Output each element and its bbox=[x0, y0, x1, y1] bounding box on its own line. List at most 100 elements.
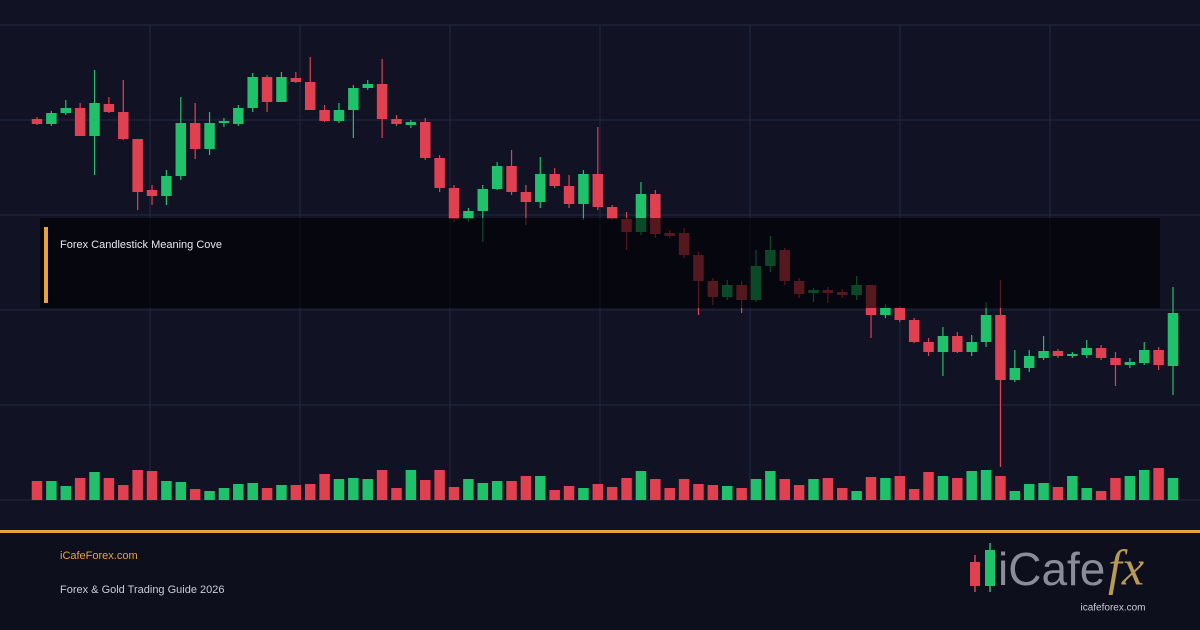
candle-body bbox=[118, 112, 129, 139]
candle-body bbox=[434, 158, 445, 188]
volume-bar bbox=[247, 483, 258, 500]
volume-bar bbox=[391, 488, 402, 500]
overlay-accent bbox=[44, 227, 48, 303]
volume-bar bbox=[664, 488, 675, 500]
candle-body bbox=[391, 119, 402, 124]
volume-bar bbox=[420, 480, 431, 500]
candle-body bbox=[1067, 354, 1078, 356]
candle-body bbox=[937, 336, 949, 352]
volume-bar bbox=[1067, 476, 1078, 500]
volume-bar bbox=[578, 488, 589, 500]
candle-body bbox=[405, 122, 417, 125]
volume-bar bbox=[894, 476, 906, 500]
candle-body bbox=[161, 176, 172, 196]
candle-body bbox=[103, 104, 115, 112]
candle-body bbox=[31, 119, 43, 124]
volume-bar bbox=[952, 478, 963, 500]
volume-bar bbox=[1095, 491, 1107, 500]
candle-body bbox=[894, 308, 906, 320]
volume-bar bbox=[477, 483, 489, 500]
volume-bar bbox=[606, 487, 618, 500]
volume-bar bbox=[103, 478, 115, 500]
candle-body bbox=[995, 315, 1006, 380]
candle-body bbox=[606, 207, 618, 219]
candle-body bbox=[535, 174, 546, 202]
candle-body bbox=[1110, 358, 1121, 365]
volume-bar bbox=[434, 470, 445, 500]
volume-bar bbox=[520, 476, 532, 500]
volume-bar bbox=[362, 479, 373, 500]
logo: iCafe fx icafeforex.com bbox=[970, 539, 1146, 614]
volume-bar bbox=[923, 472, 934, 500]
candle-body bbox=[247, 77, 258, 108]
volume-bar bbox=[319, 474, 330, 500]
volume-bar bbox=[908, 489, 920, 500]
volume-bar bbox=[707, 485, 719, 500]
candle-body bbox=[175, 123, 187, 176]
footer-site: iCafeForex.com bbox=[60, 550, 138, 562]
volume-bar bbox=[880, 478, 891, 500]
candle-body bbox=[1138, 350, 1150, 363]
candle-body bbox=[189, 123, 201, 149]
volume-bar bbox=[146, 471, 158, 500]
candle-body bbox=[563, 186, 575, 204]
volume-bar bbox=[966, 471, 977, 500]
volume-bar bbox=[261, 488, 273, 500]
volume-bar bbox=[89, 472, 100, 500]
volume-bar bbox=[506, 481, 517, 500]
volume-bar bbox=[980, 470, 992, 500]
volume-bar bbox=[60, 486, 72, 500]
volume-bar bbox=[74, 478, 86, 500]
candle-body bbox=[477, 189, 489, 211]
volume-bar bbox=[118, 485, 129, 500]
candle-body bbox=[952, 336, 963, 352]
volume-bar bbox=[161, 481, 172, 500]
volume-bar bbox=[635, 471, 647, 500]
volume-bar bbox=[837, 488, 848, 500]
candle-body bbox=[261, 77, 273, 102]
candle-body bbox=[506, 166, 517, 192]
candle-body bbox=[60, 108, 72, 113]
candle-body bbox=[578, 174, 589, 204]
volume-bar bbox=[1052, 487, 1064, 500]
candle-body bbox=[1009, 368, 1021, 380]
volume-bar bbox=[592, 484, 604, 500]
candle-body bbox=[218, 121, 230, 123]
candle-body bbox=[333, 110, 345, 121]
volume-bar bbox=[937, 476, 949, 500]
volume-bar bbox=[678, 479, 690, 500]
volume-bar bbox=[1167, 478, 1179, 500]
volume-bar bbox=[779, 479, 790, 500]
volume-bar bbox=[348, 478, 359, 500]
volume-bar bbox=[750, 479, 762, 500]
volume-bar bbox=[189, 489, 201, 500]
volume-bar bbox=[304, 484, 316, 500]
volume-bar bbox=[1081, 488, 1092, 500]
candle-body bbox=[520, 192, 532, 202]
candle-body bbox=[204, 123, 215, 149]
candle-body bbox=[549, 174, 560, 186]
volume-bar bbox=[1153, 468, 1164, 500]
candle-body bbox=[650, 194, 661, 234]
candle-body bbox=[592, 174, 604, 207]
volume-bar bbox=[290, 485, 302, 500]
volume-bar bbox=[46, 481, 57, 500]
logo-url: icafeforex.com bbox=[1080, 603, 1145, 614]
candle-body bbox=[74, 108, 86, 136]
candle-body bbox=[1081, 348, 1092, 355]
volume-bar bbox=[233, 484, 244, 500]
footer-subtitle: Forex & Gold Trading Guide 2026 bbox=[60, 584, 224, 596]
volume-bar bbox=[793, 485, 805, 500]
candle-body bbox=[146, 190, 158, 196]
candle-body bbox=[980, 315, 992, 342]
volume-bar bbox=[650, 479, 661, 500]
candle-body bbox=[923, 342, 934, 352]
volume-bar bbox=[218, 488, 230, 500]
volume-bar bbox=[1038, 483, 1049, 500]
footer-line bbox=[0, 530, 1200, 533]
candle-body bbox=[348, 88, 359, 110]
volume-bar bbox=[563, 486, 575, 500]
volume-bar bbox=[463, 479, 474, 500]
volume-bar bbox=[175, 482, 187, 500]
logo-accent: fx bbox=[1108, 539, 1144, 595]
